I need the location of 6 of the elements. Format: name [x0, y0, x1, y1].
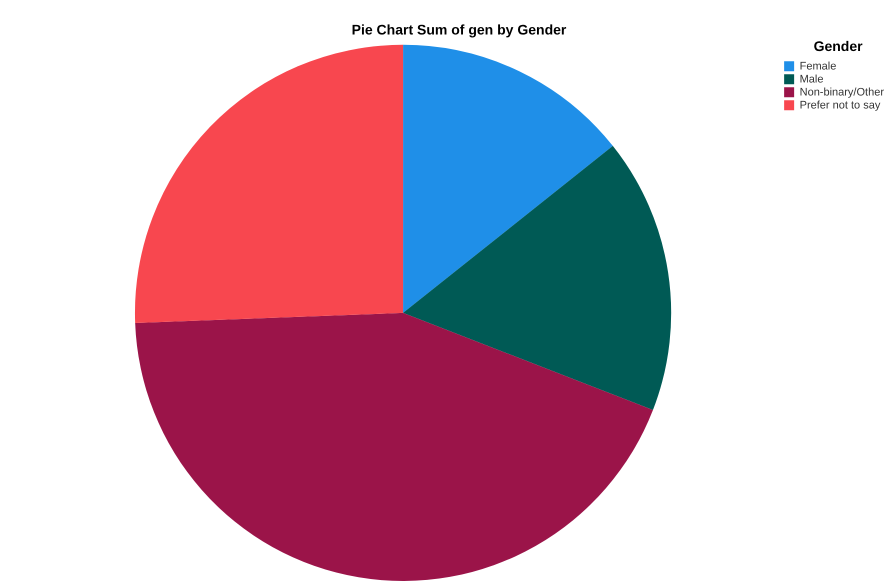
- legend-label: Prefer not to say: [800, 99, 881, 112]
- legend-label: Male: [800, 73, 824, 86]
- legend-title: Gender: [814, 38, 864, 54]
- legend-label: Non-binary/Other: [800, 86, 884, 98]
- legend-label: Female: [800, 60, 836, 72]
- chart-title: Pie Chart Sum of gen by Gender: [352, 21, 567, 38]
